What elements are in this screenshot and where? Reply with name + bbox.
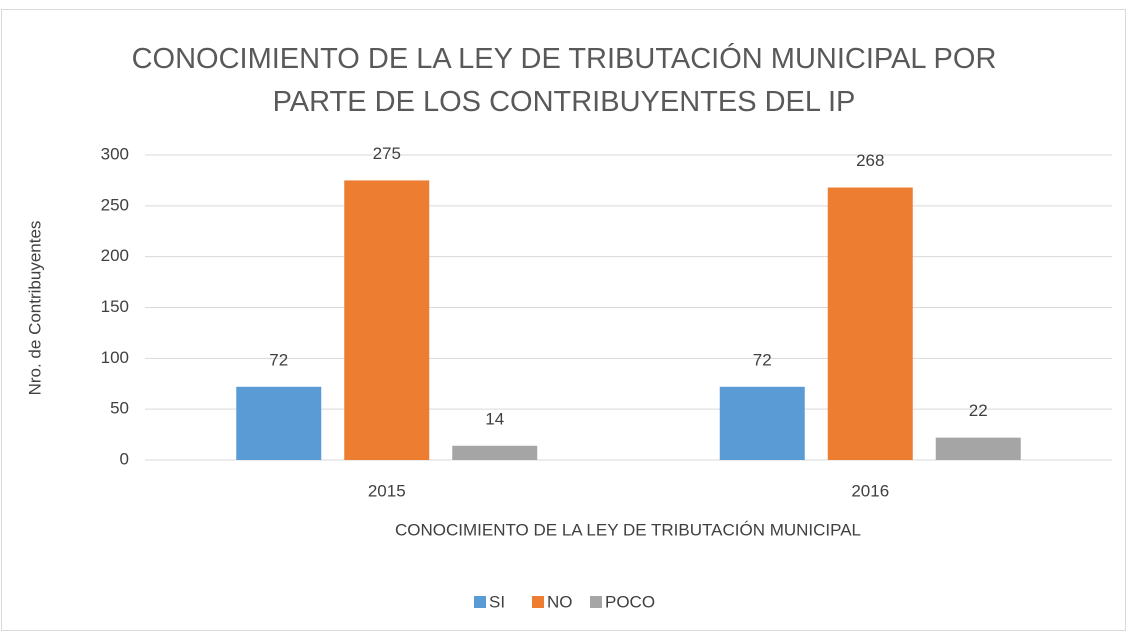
legend-label: SI — [489, 592, 505, 611]
y-tick-label: 150 — [101, 297, 129, 316]
y-tick-label: 200 — [101, 246, 129, 265]
chart-title: CONOCIMIENTO DE LA LEY DE TRIBUTACIÓN MU… — [131, 43, 997, 118]
legend-swatch — [532, 596, 544, 608]
data-label: 14 — [485, 409, 504, 428]
data-label: 72 — [753, 350, 772, 369]
y-axis-label: Nro. de Contribuyentes — [25, 221, 44, 396]
x-tick-label: 2016 — [851, 481, 889, 500]
bar — [935, 437, 1021, 460]
y-tick-label: 100 — [101, 348, 129, 367]
y-tick-label: 300 — [101, 144, 129, 163]
bar — [827, 187, 913, 461]
y-tick-label: 50 — [110, 399, 129, 418]
legend-swatch — [590, 596, 602, 608]
data-label: 22 — [969, 401, 988, 420]
x-axis-label: CONOCIMIENTO DE LA LEY DE TRIBUTACIÓN MU… — [395, 520, 861, 539]
bar — [719, 386, 805, 460]
x-tick-label: 2015 — [368, 481, 406, 500]
y-tick-label: 250 — [101, 195, 129, 214]
bar — [344, 180, 430, 460]
legend-label: POCO — [605, 592, 655, 611]
data-label: 275 — [373, 144, 401, 163]
legend-swatch — [474, 596, 486, 608]
data-label: 268 — [856, 151, 884, 170]
legend-label: NO — [547, 592, 573, 611]
data-label: 72 — [269, 350, 288, 369]
y-tick-label: 0 — [120, 449, 129, 468]
chart-border — [1, 9, 1126, 631]
bar — [236, 386, 322, 460]
bar — [452, 445, 538, 460]
